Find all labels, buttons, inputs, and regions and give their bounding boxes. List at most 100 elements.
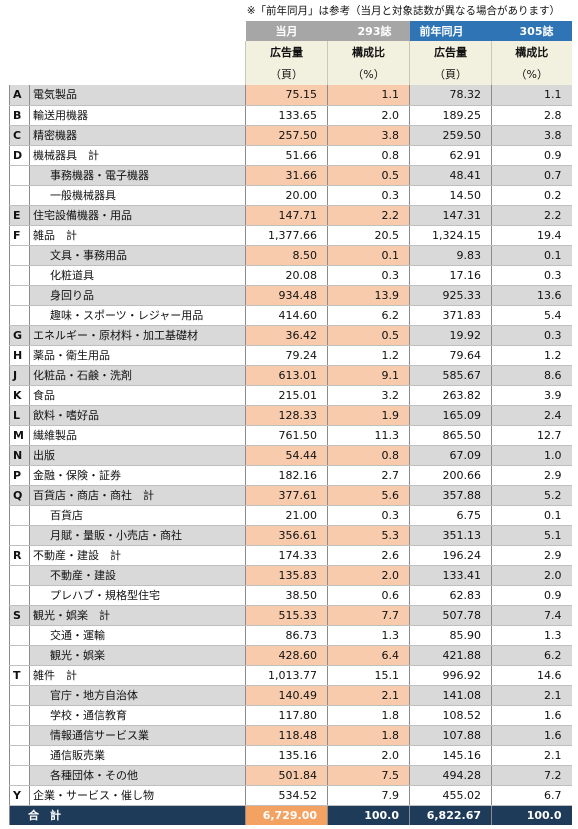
previous-ratio: 0.2: [491, 185, 572, 206]
current-ad-volume: 128.33: [245, 405, 328, 426]
previous-year-count: 305誌: [519, 24, 554, 38]
total-current-volume: 6,729.00: [245, 805, 328, 825]
current-ad-volume: 1,013.77: [245, 665, 328, 686]
category-name: 情報通信サービス業: [29, 725, 246, 746]
table-row: プレハブ・規格型住宅 38.50 0.6 62.83 0.9: [9, 585, 572, 606]
previous-ad-volume: 67.09: [409, 445, 492, 466]
previous-ratio: 19.4: [491, 225, 572, 246]
current-ad-volume: 534.52: [245, 785, 328, 806]
category-letter: [9, 745, 30, 766]
category-letter: N: [9, 445, 30, 466]
current-ratio: 5.6: [327, 485, 410, 506]
category-letter: [9, 725, 30, 746]
current-ad-volume: 117.80: [245, 705, 328, 726]
previous-ratio: 0.1: [491, 245, 572, 266]
category-letter: T: [9, 665, 30, 686]
current-ad-volume: 613.01: [245, 365, 328, 386]
category-letter: P: [9, 465, 30, 486]
current-ratio: 20.5: [327, 225, 410, 246]
category-letter: [9, 625, 30, 646]
current-ratio: 2.0: [327, 745, 410, 766]
previous-ratio: 0.9: [491, 585, 572, 606]
current-ratio: 1.8: [327, 725, 410, 746]
category-name: 学校・通信教育: [29, 705, 246, 726]
table-row: T 雑件 計 1,013.77 15.1 996.92 14.6: [9, 665, 572, 686]
previous-ad-volume: 17.16: [409, 265, 492, 286]
category-name: 精密機器: [29, 125, 246, 146]
previous-ad-volume: 371.83: [409, 305, 492, 326]
current-ad-volume: 257.50: [245, 125, 328, 146]
previous-ratio: 2.4: [491, 405, 572, 426]
category-letter: Y: [9, 785, 30, 806]
current-ratio: 13.9: [327, 285, 410, 306]
table-row: C 精密機器 257.50 3.8 259.50 3.8: [9, 125, 572, 146]
previous-ratio: 3.8: [491, 125, 572, 146]
category-name: 出版: [29, 445, 246, 466]
current-ad-volume: 934.48: [245, 285, 328, 306]
category-name: 化粧道具: [29, 265, 246, 286]
table-row: B 輸送用機器 133.65 2.0 189.25 2.8: [9, 105, 572, 126]
previous-ratio: 7.2: [491, 765, 572, 786]
previous-ad-volume: 357.88: [409, 485, 492, 506]
table-row: 化粧道具 20.08 0.3 17.16 0.3: [9, 265, 572, 286]
current-ratio: 2.6: [327, 545, 410, 566]
previous-ratio: 1.1: [491, 85, 572, 106]
previous-ad-volume-header: 広告量: [409, 41, 492, 63]
table-row: G エネルギー・原材料・加工基礎材 36.42 0.5 19.92 0.3: [9, 325, 572, 346]
category-name: 雑品 計: [29, 225, 246, 246]
category-letter: [9, 165, 30, 186]
category-name: 文具・事務用品: [29, 245, 246, 266]
previous-ad-volume: 196.24: [409, 545, 492, 566]
category-name: 雑件 計: [29, 665, 246, 686]
current-ratio: 7.9: [327, 785, 410, 806]
previous-ratio: 2.8: [491, 105, 572, 126]
category-letter: [9, 565, 30, 586]
table-row: 一般機械器具 20.00 0.3 14.50 0.2: [9, 185, 572, 206]
table-row: D 機械器具 計 51.66 0.8 62.91 0.9: [9, 145, 572, 166]
previous-ratio: 3.9: [491, 385, 572, 406]
current-ad-volume: 215.01: [245, 385, 328, 406]
category-name: 交通・運輸: [29, 625, 246, 646]
current-ratio: 1.3: [327, 625, 410, 646]
current-ratio: 2.2: [327, 205, 410, 226]
table-row: 学校・通信教育 117.80 1.8 108.52 1.6: [9, 705, 572, 726]
current-ad-volume: 54.44: [245, 445, 328, 466]
total-label: 合 計: [9, 805, 246, 825]
current-ratio: 15.1: [327, 665, 410, 686]
previous-ad-volume: 108.52: [409, 705, 492, 726]
previous-ad-unit: （頁）: [409, 63, 492, 85]
table-row: J 化粧品・石鹸・洗剤 613.01 9.1 585.67 8.6: [9, 365, 572, 386]
table-row: S 観光・娯楽 計 515.33 7.7 507.78 7.4: [9, 605, 572, 626]
previous-ratio-header: 構成比: [491, 41, 572, 63]
category-name: 一般機械器具: [29, 185, 246, 206]
previous-ad-volume: 19.92: [409, 325, 492, 346]
previous-ad-volume: 9.83: [409, 245, 492, 266]
previous-ad-volume: 996.92: [409, 665, 492, 686]
current-ad-volume: 515.33: [245, 605, 328, 626]
current-ad-volume-header: 広告量: [245, 41, 328, 63]
category-letter: S: [9, 605, 30, 626]
current-ratio: 1.9: [327, 405, 410, 426]
current-ratio: 7.7: [327, 605, 410, 626]
previous-ratio: 2.1: [491, 685, 572, 706]
previous-ad-volume: 14.50: [409, 185, 492, 206]
category-letter: [9, 305, 30, 326]
category-name: 機械器具 計: [29, 145, 246, 166]
category-name: 企業・サービス・催し物: [29, 785, 246, 806]
table-row: 観光・娯楽 428.60 6.4 421.88 6.2: [9, 645, 572, 666]
current-ad-volume: 147.71: [245, 205, 328, 226]
category-letter: B: [9, 105, 30, 126]
current-ad-volume: 38.50: [245, 585, 328, 606]
table-row: 趣味・スポーツ・レジャー用品 414.60 6.2 371.83 5.4: [9, 305, 572, 326]
current-ratio: 3.8: [327, 125, 410, 146]
category-name: 化粧品・石鹸・洗剤: [29, 365, 246, 386]
category-name: 飲料・嗜好品: [29, 405, 246, 426]
current-ratio: 0.3: [327, 265, 410, 286]
table-row: R 不動産・建設 計 174.33 2.6 196.24 2.9: [9, 545, 572, 566]
category-letter: G: [9, 325, 30, 346]
previous-ad-volume: 494.28: [409, 765, 492, 786]
total-previous-volume: 6,822.67: [409, 805, 492, 825]
category-name: 薬品・衛生用品: [29, 345, 246, 366]
reference-note: ※「前年同月」は参考（当月と対象誌数が異なる場合があります）: [246, 5, 560, 17]
